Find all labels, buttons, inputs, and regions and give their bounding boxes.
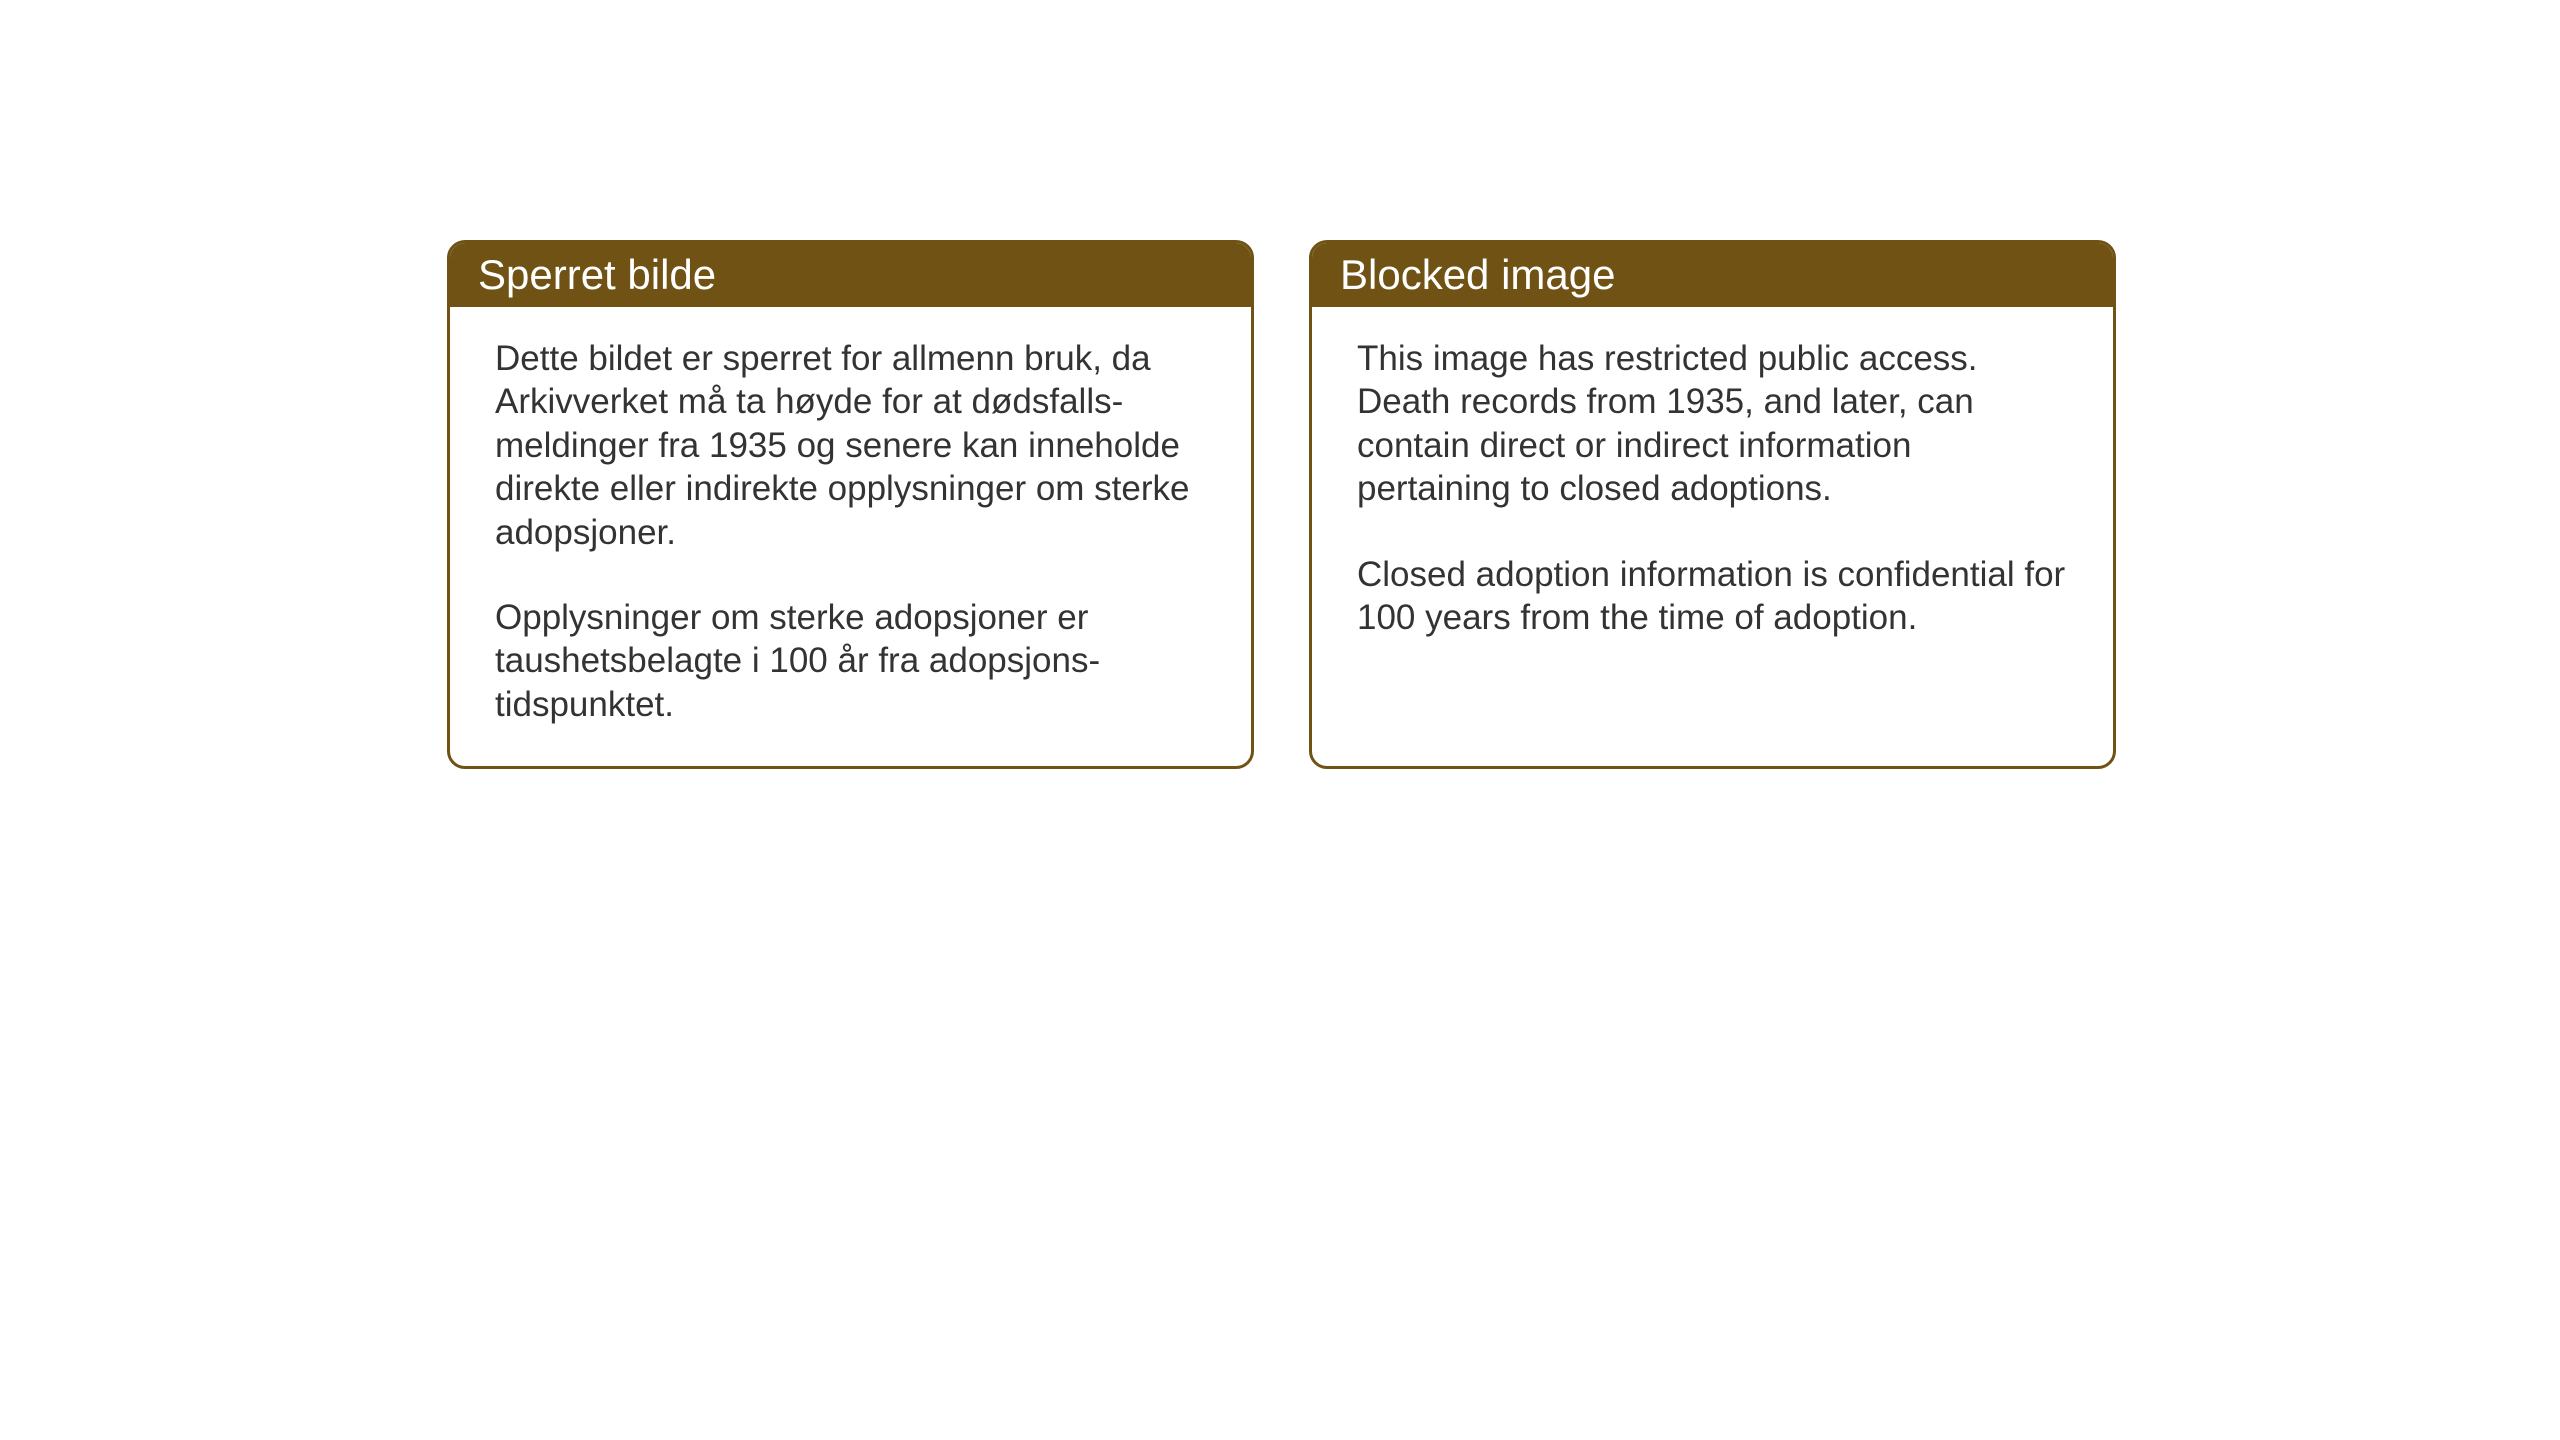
card-body-norwegian: Dette bildet er sperret for allmenn bruk… <box>450 307 1251 766</box>
card-paragraph: Dette bildet er sperret for allmenn bruk… <box>495 337 1206 554</box>
card-paragraph: Closed adoption information is confident… <box>1357 553 2068 640</box>
card-header-english: Blocked image <box>1312 243 2113 307</box>
card-header-norwegian: Sperret bilde <box>450 243 1251 307</box>
card-paragraph: Opplysninger om sterke adopsjoner er tau… <box>495 596 1206 726</box>
cards-container: Sperret bilde Dette bildet er sperret fo… <box>447 240 2116 769</box>
card-body-english: This image has restricted public access.… <box>1312 307 2113 747</box>
card-english: Blocked image This image has restricted … <box>1309 240 2116 769</box>
card-paragraph: This image has restricted public access.… <box>1357 337 2068 511</box>
card-norwegian: Sperret bilde Dette bildet er sperret fo… <box>447 240 1254 769</box>
